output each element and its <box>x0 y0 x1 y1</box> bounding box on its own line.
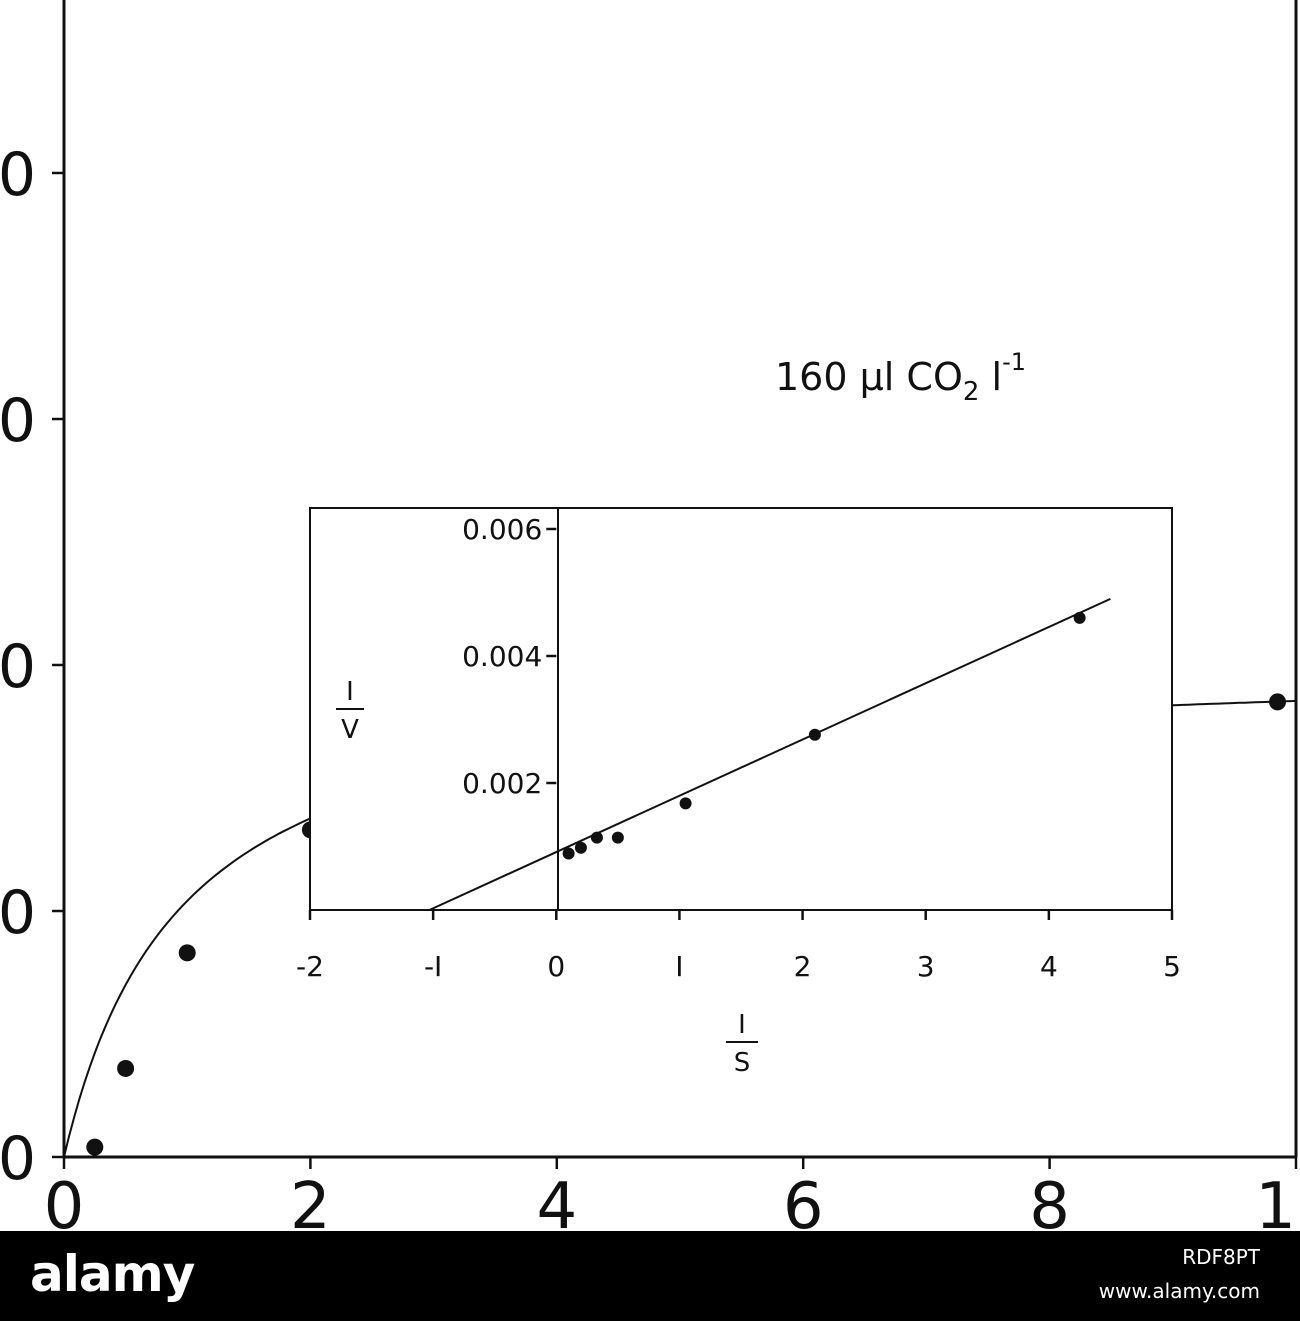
inset-data-point <box>611 831 624 844</box>
inset-x-tick-label: -I <box>424 950 442 983</box>
inset-data-point <box>1073 611 1086 624</box>
inset-data-point <box>590 831 603 844</box>
inset-x-label-denominator: S <box>734 1048 751 1078</box>
inset-data-point <box>808 728 821 741</box>
image-id-label: RDF8PT <box>1182 1245 1260 1269</box>
inset-y-tick-label: 0.006 <box>462 513 542 546</box>
main-x-tick-label: 8 <box>1029 1170 1070 1231</box>
brand-url-label: www.alamy.com <box>1098 1279 1260 1303</box>
main-y-tick-label: 0 <box>0 632 36 702</box>
inset-y-tick-label: 0.002 <box>462 767 542 800</box>
main-x-tick-label: 0 <box>44 1170 85 1231</box>
watermark-bar: alamy RDF8PT www.alamy.com <box>0 1231 1300 1321</box>
main-data-point <box>1269 693 1287 711</box>
main-y-tick-label: 0 <box>0 1124 36 1194</box>
brand-logo: alamy <box>30 1245 195 1303</box>
inset-x-tick-label: 0 <box>547 950 565 983</box>
main-data-point <box>178 944 196 962</box>
main-y-tick-label: 0 <box>0 140 36 210</box>
inset-x-tick-label: 5 <box>1163 950 1181 983</box>
inset-x-label: I S <box>726 1010 758 1078</box>
inset-fit-line <box>429 597 1111 911</box>
main-annotation: 160 µl CO2 l-1 <box>775 348 1026 407</box>
inset-ticks: -2 -I 0 I 2 3 4 5 0.002 0.004 0.006 <box>296 513 1181 983</box>
inset-x-tick-label: -2 <box>296 950 324 983</box>
inset-x-tick-label: I <box>675 950 683 983</box>
main-ticks: 024681000000 <box>0 140 1300 1231</box>
inset-x-tick-label: 3 <box>917 950 935 983</box>
main-y-tick-label: 0 <box>0 878 36 948</box>
inset-data-point <box>574 841 587 854</box>
inset-data-points <box>562 611 1086 860</box>
main-data-point <box>117 1059 135 1077</box>
main-y-tick-label: 0 <box>0 386 36 456</box>
main-x-tick-label: 6 <box>783 1170 824 1231</box>
chart-canvas: 024681000000 160 µl CO2 l-1 -2-I0I23450.… <box>0 0 1300 1231</box>
inset-y-label-numerator: I <box>346 677 354 707</box>
main-x-tick-label: 10 <box>1255 1170 1300 1231</box>
inset-background <box>310 508 1172 910</box>
inset-frame <box>309 507 1173 911</box>
inset-data-point <box>679 797 692 810</box>
main-x-tick-label: 2 <box>290 1170 331 1231</box>
inset-y-label-denominator: V <box>341 715 359 745</box>
main-data-point <box>86 1138 104 1156</box>
inset-x-tick-label: 4 <box>1040 950 1058 983</box>
inset-data-point <box>562 847 575 860</box>
inset-x-tick-label: 2 <box>794 950 812 983</box>
main-x-tick-label: 4 <box>536 1170 577 1231</box>
inset-y-tick-label: 0.004 <box>462 640 542 673</box>
inset-x-label-numerator: I <box>738 1010 746 1040</box>
inset-y-label: I V <box>336 677 364 745</box>
